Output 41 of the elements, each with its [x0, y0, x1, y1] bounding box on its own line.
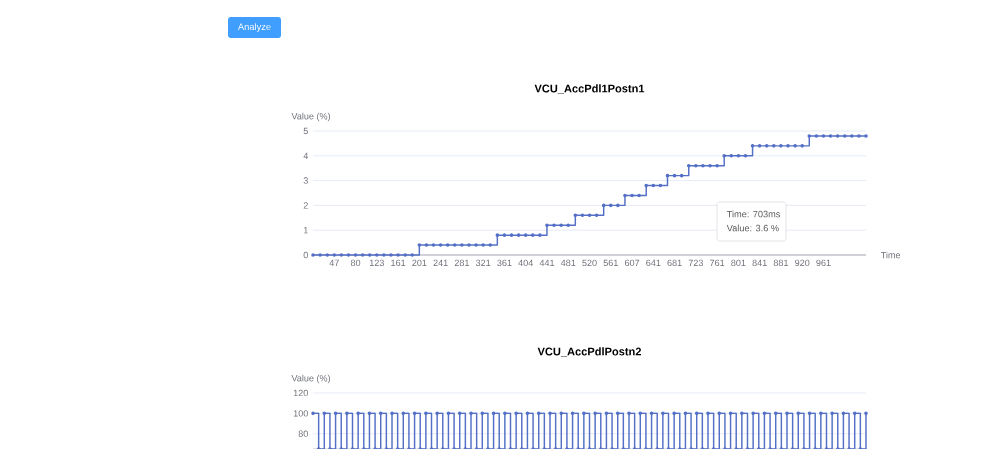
y-tick-label: 100 [293, 410, 308, 417]
text: Analyze [237, 23, 271, 32]
x-tick-label: 761 [710, 259, 725, 267]
x-tick-label: 481 [560, 259, 576, 267]
x-tick-label: 281 [454, 259, 470, 267]
x-tick-label: 681 [667, 259, 682, 267]
y-tick-label: 0 [303, 251, 308, 259]
x-tick-label: 961 [816, 259, 831, 267]
annotation: Time: 703ms [726, 210, 781, 218]
y-tick-label: 3 [303, 177, 308, 184]
x-tick-label: 723 [688, 259, 704, 267]
x-tick-label: 404 [518, 259, 533, 267]
x-tick-label: 920 [795, 259, 810, 267]
x-tick-label: 361 [497, 259, 512, 267]
x-tick-label: 801 [731, 259, 746, 267]
y-axis-title: Value (%) [291, 374, 331, 384]
y-tick-label: 120 [293, 389, 308, 397]
x-tick-label: 201 [412, 259, 427, 267]
chart-title: VCU_AccPdlPostn2 [537, 347, 642, 357]
x-tick-label: 841 [752, 259, 767, 267]
x-tick-label: 641 [646, 259, 661, 267]
y-tick-label: 80 [298, 430, 308, 437]
x-tick-label: 441 [539, 259, 555, 266]
y-axis-title: Value (%) [291, 112, 331, 122]
x-tick-label: 47 [329, 259, 339, 266]
y-tick-label: 1 [303, 227, 308, 234]
x-tick-label: 607 [624, 259, 640, 267]
x-tick-label: 161 [391, 259, 406, 267]
x-tick-label: 241 [433, 259, 448, 267]
x-tick-label: 561 [603, 259, 618, 267]
x-tick-label: 321 [475, 259, 491, 267]
x-tick-label: 520 [582, 259, 597, 267]
y-tick-label: 4 [303, 152, 309, 159]
x-axis-title: Time [880, 251, 901, 259]
x-tick-label: 123 [369, 259, 384, 267]
y-tick-label: 5 [303, 127, 308, 135]
x-tick-label: 881 [773, 259, 789, 267]
chart-title: VCU_AccPdl1Postn1 [534, 84, 645, 94]
annotation: Value: 3.6 % [726, 224, 779, 232]
y-tick-label: 2 [303, 202, 308, 209]
x-tick-label: 80 [350, 259, 361, 267]
